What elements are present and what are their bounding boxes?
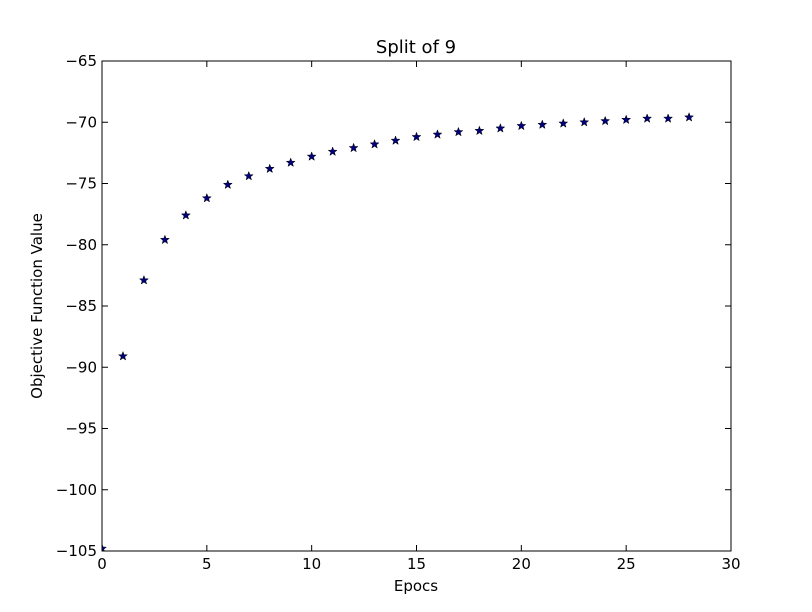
data-point xyxy=(474,125,485,136)
data-point xyxy=(558,118,569,128)
data-point xyxy=(453,126,464,137)
x-tick-label: 0 xyxy=(97,555,107,573)
data-point xyxy=(159,234,170,245)
x-axis-label: Epocs xyxy=(394,577,438,595)
y-tick-label: −90 xyxy=(65,358,97,376)
data-point xyxy=(285,157,296,167)
data-point xyxy=(327,146,338,156)
data-point xyxy=(663,113,674,123)
y-tick-label: −105 xyxy=(56,542,97,560)
y-tick-label: −75 xyxy=(65,175,97,193)
data-point xyxy=(537,119,548,130)
y-tick-label: −95 xyxy=(65,420,97,438)
data-point xyxy=(243,170,254,181)
chart-title: Split of 9 xyxy=(376,37,456,58)
x-tick-label: 20 xyxy=(512,555,531,573)
x-tick-label: 15 xyxy=(407,555,426,573)
x-tick-label: 30 xyxy=(721,555,740,573)
y-tick-label: −80 xyxy=(65,236,97,254)
data-point xyxy=(683,112,695,122)
x-tick-label: 25 xyxy=(617,555,636,573)
data-point xyxy=(432,129,443,139)
data-point xyxy=(180,210,191,220)
y-tick-label: −65 xyxy=(65,52,97,70)
plot-frame xyxy=(101,60,732,552)
data-point xyxy=(642,113,653,123)
data-point xyxy=(306,151,317,161)
data-point xyxy=(117,350,129,361)
y-axis-label: Objective Function Value xyxy=(28,213,46,399)
data-points xyxy=(102,112,695,551)
data-point xyxy=(264,163,275,174)
data-point xyxy=(516,120,527,131)
data-point xyxy=(201,192,212,203)
data-point xyxy=(621,114,632,125)
data-point xyxy=(579,116,590,127)
data-point xyxy=(390,135,401,145)
x-tick-label: 10 xyxy=(302,555,321,573)
data-point xyxy=(348,142,359,153)
x-tick-label: 5 xyxy=(202,555,212,573)
y-axis-ticks: −105 −100 −95 −90 −85 −80 −75 −70 −65 xyxy=(56,52,731,560)
data-point xyxy=(138,274,150,285)
x-axis-ticks: 0 5 10 15 20 25 30 xyxy=(97,61,741,573)
data-point xyxy=(411,131,422,142)
data-point xyxy=(222,179,233,190)
data-point xyxy=(600,115,611,126)
y-tick-label: −100 xyxy=(56,481,97,499)
data-point xyxy=(102,543,108,551)
y-tick-label: −85 xyxy=(65,297,97,315)
y-tick-label: −70 xyxy=(65,113,97,131)
data-point xyxy=(369,138,380,149)
data-point xyxy=(495,123,506,133)
